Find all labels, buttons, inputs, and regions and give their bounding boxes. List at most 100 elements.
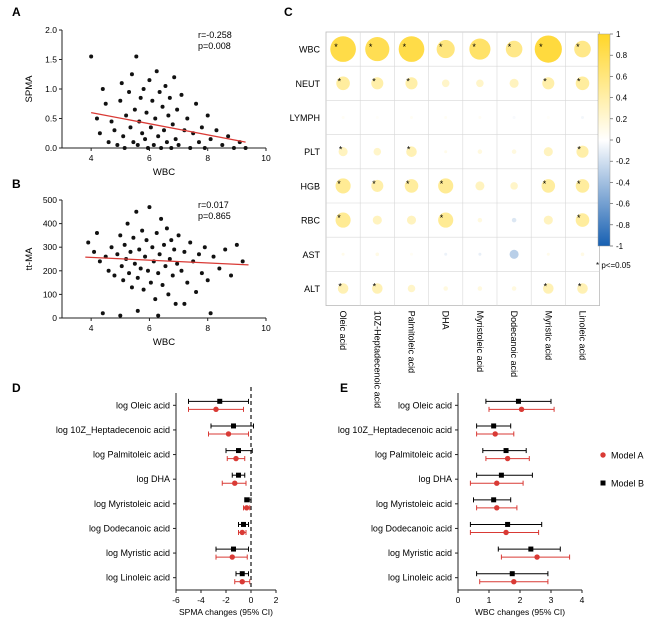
data-point (144, 110, 149, 115)
estimate-square (505, 521, 511, 527)
data-point (128, 249, 133, 254)
data-point (234, 242, 239, 247)
estimate-circle (534, 554, 540, 560)
data-point (170, 122, 175, 127)
heatmap-circle (575, 76, 590, 91)
heatmap-circle (477, 286, 483, 291)
estimate-circle (494, 505, 500, 511)
heatmap-row-label: PLT (304, 147, 320, 157)
data-point (115, 252, 120, 257)
data-point (179, 92, 184, 97)
heatmap-circle (398, 36, 425, 62)
panel-a: A 4 6 8 10 0.0 0.5 1.0 1.5 2.0 WBC SPMA r=-0.258p=0… (12, 5, 271, 178)
heatmap-circle (512, 116, 516, 119)
significance-star: * (372, 76, 376, 86)
data-point (202, 146, 207, 150)
heatmap-column-label: Dodecanoic acid (509, 311, 519, 378)
estimate-circle (232, 480, 238, 486)
data-point (166, 292, 171, 297)
heatmap-circle (371, 77, 384, 90)
heatmap-column-label: Oleic acid (338, 311, 348, 351)
data-point (135, 308, 140, 313)
data-point (131, 235, 136, 240)
estimate-square (498, 472, 504, 478)
estimate-circle (225, 431, 232, 437)
data-point (127, 89, 132, 94)
heatmap-circle (505, 40, 523, 58)
data-point (121, 134, 126, 139)
estimate-square (503, 448, 509, 454)
heatmap-circle (577, 283, 588, 294)
data-point (94, 116, 99, 121)
data-point (188, 146, 193, 150)
data-point (119, 81, 124, 86)
heatmap-circle (371, 179, 384, 192)
data-point (109, 245, 114, 250)
data-point (243, 146, 248, 150)
heatmap-circle (575, 213, 590, 227)
data-point (109, 119, 114, 124)
colorbar-tick-label: -1 (616, 242, 624, 251)
data-point (103, 101, 108, 106)
data-point (164, 226, 169, 231)
significance-star: * (439, 42, 443, 52)
stat-annotation: r=-0.258 (198, 30, 232, 40)
data-point (154, 231, 159, 236)
data-point (115, 143, 120, 148)
heatmap-circle (511, 217, 517, 223)
row-label: log 10Z_Heptadecenoic acid (338, 425, 452, 435)
significance-star: * (577, 145, 581, 155)
data-point (150, 245, 155, 250)
data-point (156, 271, 161, 276)
heatmap-circle (438, 212, 454, 228)
data-point (196, 252, 201, 257)
heatmap-circle (444, 116, 448, 119)
heatmap-circle (546, 252, 550, 256)
data-point (127, 271, 132, 276)
estimate-circle (213, 406, 219, 413)
estimate-circle (233, 455, 239, 462)
heatmap-circle (443, 286, 448, 291)
data-point (129, 72, 134, 77)
heatmap-circle (407, 284, 416, 293)
heatmap-circle (475, 181, 485, 191)
row-label: log Palmitoleic acid (375, 450, 452, 460)
legend-label: Model A (611, 451, 644, 461)
data-point (132, 107, 137, 112)
heatmap-circle (444, 150, 448, 154)
significance-star: * (508, 42, 512, 52)
data-point (172, 75, 177, 80)
colorbar-tick-label: 1 (616, 30, 621, 39)
estimate-circle (494, 480, 500, 486)
heatmap-circle (509, 78, 519, 88)
x-tick-label: 10 (261, 153, 271, 163)
significance-star: * (373, 282, 377, 292)
significance-star: * (403, 42, 407, 52)
heatmap-circle (510, 182, 518, 190)
estimate-circle (229, 554, 235, 560)
y-tick-label: 1.0 (45, 84, 57, 94)
y-tick-label: 0 (52, 313, 57, 323)
data-point (217, 266, 222, 271)
data-point (143, 137, 148, 142)
data-point (138, 266, 143, 271)
heatmap-circle (335, 178, 351, 194)
estimate-square (241, 521, 246, 527)
estimate-square (528, 546, 534, 552)
data-point (156, 134, 161, 139)
data-point (150, 98, 155, 103)
heatmap-column-label: Myristic acid (543, 311, 553, 361)
stat-annotation: p=0.865 (198, 211, 231, 221)
y-tick-label: 2.0 (45, 25, 57, 35)
data-point (100, 87, 105, 91)
estimate-square (231, 546, 236, 552)
x-tick-label: 3 (549, 595, 554, 605)
y-tick-label: 0.0 (45, 143, 57, 153)
data-point (112, 273, 117, 278)
estimate-square (491, 423, 497, 429)
heatmap-circle (542, 77, 555, 90)
heatmap-column-label: Myristoleic acid (475, 311, 485, 373)
x-tick-label: 0 (249, 595, 254, 605)
heatmap-circle (511, 286, 517, 291)
